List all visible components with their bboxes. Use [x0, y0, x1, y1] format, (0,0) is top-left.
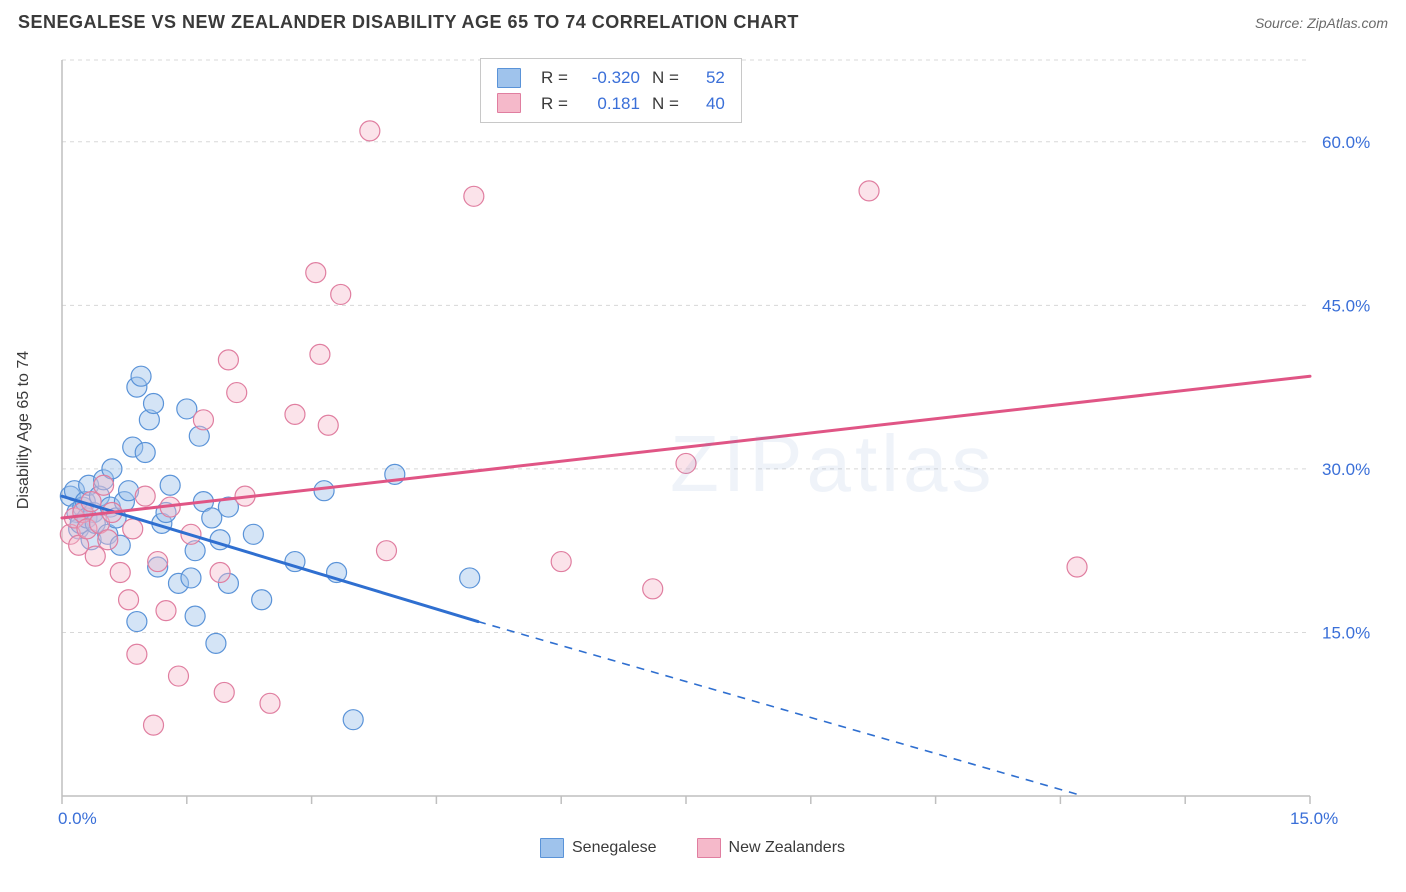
svg-text:0.0%: 0.0%	[58, 809, 97, 828]
chart-title: SENEGALESE VS NEW ZEALANDER DISABILITY A…	[18, 12, 799, 33]
legend-swatch-newzealanders	[697, 838, 721, 858]
chart-header: SENEGALESE VS NEW ZEALANDER DISABILITY A…	[18, 12, 1388, 33]
source-prefix: Source:	[1255, 15, 1307, 31]
legend-item-senegalese: Senegalese	[540, 838, 657, 858]
chart-svg: 15.0% 30.0% 45.0% 60.0% 0.0% 15.0%	[50, 48, 1390, 838]
series-legend: Senegalese New Zealanders	[540, 838, 845, 858]
y-axis-label: Disability Age 65 to 74	[15, 351, 33, 509]
r-label: R =	[541, 65, 568, 91]
legend-label-newzealanders: New Zealanders	[729, 839, 846, 856]
svg-text:15.0%: 15.0%	[1290, 809, 1338, 828]
svg-text:60.0%: 60.0%	[1322, 133, 1370, 152]
svg-text:15.0%: 15.0%	[1322, 623, 1370, 642]
n-label: N =	[652, 65, 679, 91]
chart-source: Source: ZipAtlas.com	[1255, 15, 1388, 31]
r-value-senegalese: -0.320	[580, 65, 640, 91]
correlation-legend: R = -0.320 N = 52 R = 0.181 N = 40	[480, 58, 742, 123]
correlation-legend-row-1: R = -0.320 N = 52	[497, 65, 725, 91]
svg-text:30.0%: 30.0%	[1322, 460, 1370, 479]
correlation-legend-row-2: R = 0.181 N = 40	[497, 91, 725, 117]
legend-label-senegalese: Senegalese	[572, 839, 657, 856]
r-label: R =	[541, 91, 568, 117]
r-value-newzealanders: 0.181	[580, 91, 640, 117]
legend-item-newzealanders: New Zealanders	[697, 838, 846, 858]
legend-swatch-senegalese	[497, 68, 521, 88]
n-value-senegalese: 52	[691, 65, 725, 91]
n-label: N =	[652, 91, 679, 117]
chart-plot-area: 15.0%30.0%45.0%60.0%0.0%15.0% ZIPatlas R…	[50, 48, 1390, 838]
n-value-newzealanders: 40	[691, 91, 725, 117]
legend-swatch-senegalese	[540, 838, 564, 858]
legend-swatch-newzealanders	[497, 93, 521, 113]
source-name: ZipAtlas.com	[1307, 15, 1388, 31]
svg-text:45.0%: 45.0%	[1322, 296, 1370, 315]
